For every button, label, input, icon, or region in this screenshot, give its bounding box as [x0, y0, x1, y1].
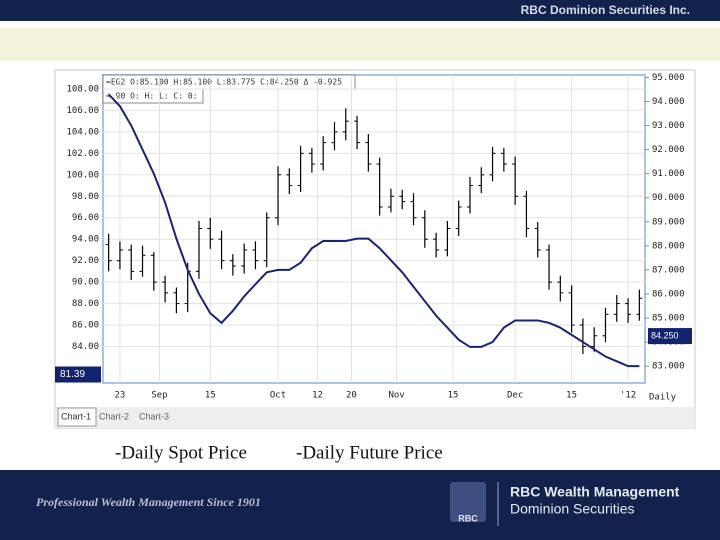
info-line: =EG2 O:85.100 H:85.100 L:83.775 C:84.250…	[106, 78, 342, 87]
tab-label[interactable]: Chart-1	[61, 411, 91, 421]
tab-label[interactable]: Chart-3	[139, 411, 169, 421]
x-tick-label: 23	[115, 391, 126, 401]
y2-tick-label: 87.000	[652, 265, 685, 275]
y2-tick-label: 85.000	[652, 314, 685, 324]
footer-line: Dominion Securities	[510, 501, 635, 517]
logo-shield	[450, 482, 486, 522]
current-value-box	[648, 328, 692, 345]
x-tick-label: Oct	[270, 391, 286, 401]
line-series	[107, 93, 640, 368]
legend-entry: -Daily Future Price	[296, 442, 443, 463]
y-tick-label: 90.00	[72, 278, 99, 288]
y2-tick-label: 90.000	[652, 193, 685, 203]
x-tick-label: 20	[346, 391, 357, 401]
x-tick-label: 15	[205, 391, 216, 401]
tab-label[interactable]: Chart-2	[99, 411, 129, 421]
footer	[0, 470, 720, 540]
info-line: = 90 O: H: L: C: 0:	[106, 92, 198, 101]
y-tick-label: 92.00	[72, 256, 99, 266]
y2-tick-label: 89.000	[652, 217, 685, 227]
y-tick-label: 96.00	[72, 213, 99, 223]
current-value-label: 81.39	[60, 369, 85, 380]
y2-tick-label: 88.000	[652, 241, 685, 251]
x-tick-label: Nov	[388, 391, 404, 401]
footer-line: RBC Wealth Management	[510, 484, 680, 500]
legend-entry: -Daily Spot Price	[115, 442, 247, 463]
x-tick-label: 15	[566, 391, 577, 401]
tab-bar	[55, 407, 695, 428]
x-tick-label: 15	[448, 391, 459, 401]
x-tick-label: Sep	[151, 391, 167, 401]
logo-text: RBC	[458, 513, 478, 523]
x-tick-label: 12	[312, 391, 323, 401]
y-tick-label: 104.00	[66, 127, 99, 137]
y-tick-label: 84.00	[72, 342, 99, 352]
y-tick-label: 94.00	[72, 235, 99, 245]
current-value-box	[55, 366, 101, 383]
y2-tick-label: 95.000	[652, 73, 685, 83]
brand: RBC Dominion Securities Inc.	[521, 3, 690, 17]
y2-tick-label: 83.000	[652, 362, 685, 372]
x-tick-label: '12	[620, 391, 636, 401]
y-tick-label: 98.00	[72, 192, 99, 202]
tagline: Professional Wealth Management Since 190…	[36, 495, 261, 509]
band	[0, 28, 720, 61]
y2-tick-label: 92.000	[652, 145, 685, 155]
tab[interactable]	[57, 407, 97, 427]
y-tick-label: 88.00	[72, 299, 99, 309]
y2-tick-label: 86.000	[652, 289, 685, 299]
y2-tick-label: 91.000	[652, 169, 685, 179]
current-value-label: 84.250	[651, 330, 679, 340]
y-tick-label: 86.00	[72, 321, 99, 331]
y-tick-label: 100.00	[66, 170, 99, 180]
x-tick-label: Dec	[507, 391, 523, 401]
y2-tick-label: 94.000	[652, 97, 685, 107]
y-tick-label: 102.00	[66, 149, 99, 159]
plot-area	[102, 74, 646, 384]
y2-tick-label: 93.000	[652, 121, 685, 131]
y-tick-label: 108.00	[66, 84, 99, 94]
top-bar	[0, 0, 720, 21]
y-tick-label: 106.00	[66, 106, 99, 116]
x-unit: Daily	[649, 393, 677, 403]
